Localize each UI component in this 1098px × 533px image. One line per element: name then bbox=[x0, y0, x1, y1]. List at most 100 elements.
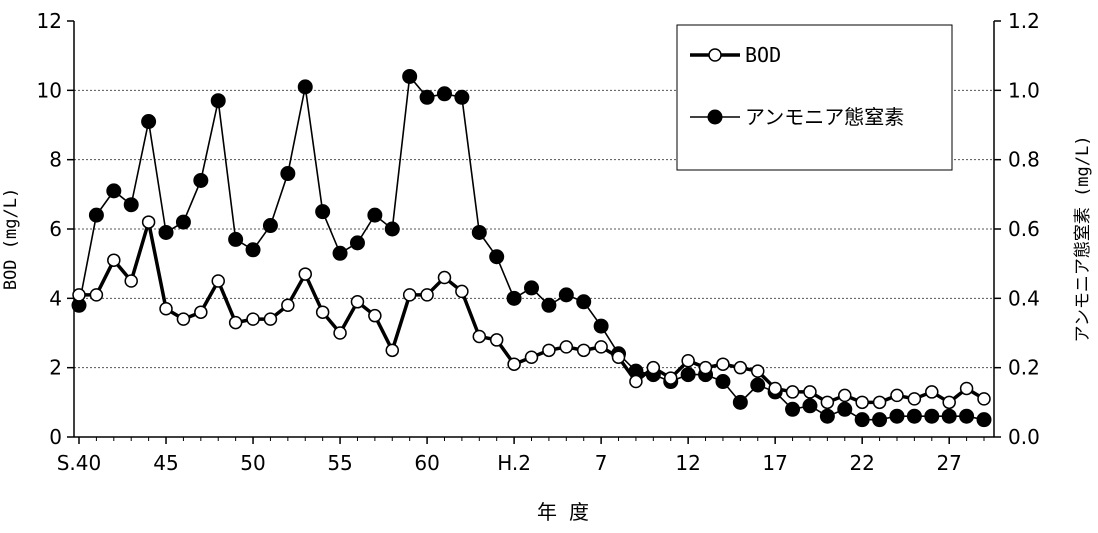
bod-point bbox=[368, 308, 382, 323]
bod-point bbox=[855, 395, 869, 410]
ammonia-point bbox=[471, 224, 487, 240]
y-right-tick-label: 0.6 bbox=[1008, 217, 1040, 241]
bod-point bbox=[698, 360, 713, 375]
x-tick-label: 7 bbox=[595, 451, 608, 475]
x-tick-label: 45 bbox=[153, 451, 178, 475]
bod-point bbox=[629, 374, 643, 389]
ammonia-point bbox=[106, 183, 122, 199]
bod-point bbox=[315, 305, 330, 319]
bod-point bbox=[559, 340, 574, 354]
x-tick-label: 22 bbox=[849, 451, 874, 475]
bod-point bbox=[681, 353, 695, 368]
bod-point bbox=[838, 388, 852, 403]
bod-point bbox=[72, 288, 86, 302]
legend-ammonia-marker bbox=[707, 109, 723, 125]
bod-point bbox=[507, 357, 521, 371]
ammonia-point bbox=[976, 412, 992, 428]
ammonia-point bbox=[750, 377, 766, 393]
x-tick-label: H.2 bbox=[497, 451, 531, 475]
ammonia-point bbox=[959, 408, 975, 424]
bod-point bbox=[611, 350, 626, 365]
y-left-tick-label: 10 bbox=[37, 78, 62, 102]
ammonia-point bbox=[280, 166, 296, 182]
bod-point bbox=[785, 385, 800, 399]
ticks: 0 0.0 2 0.2 4 0.4 6 0.6 8 0.8 10 1.0 12 1.2 S.40 45 50 55… bbox=[37, 9, 1040, 475]
ammonia-point bbox=[175, 214, 191, 230]
ammonia-point bbox=[245, 242, 261, 258]
bod-point bbox=[350, 295, 365, 309]
bod-point bbox=[594, 340, 608, 354]
ammonia-point bbox=[489, 249, 505, 265]
legend-ammonia-label: アンモニア態窒素 bbox=[745, 105, 904, 129]
bod-point bbox=[472, 329, 487, 344]
ammonia-point bbox=[872, 412, 888, 428]
ammonia-point bbox=[367, 207, 383, 223]
bod-point bbox=[298, 267, 312, 281]
bod-point bbox=[942, 395, 956, 410]
y-left-tick-label: 4 bbox=[49, 286, 62, 310]
ammonia-point bbox=[436, 86, 452, 102]
bod-point bbox=[402, 288, 417, 302]
bod-point bbox=[107, 253, 121, 267]
ammonia-point bbox=[402, 68, 418, 84]
y-left-tick-label: 12 bbox=[37, 9, 62, 33]
bod-point bbox=[281, 298, 295, 313]
bod-point bbox=[141, 215, 156, 229]
ammonia-point bbox=[141, 114, 157, 130]
legend: BOD アンモニア態窒素 bbox=[676, 24, 953, 171]
ammonia-point bbox=[193, 172, 209, 188]
bod-point bbox=[576, 343, 591, 358]
x-tick-label: 27 bbox=[936, 451, 961, 475]
x-tick-label: 55 bbox=[327, 451, 352, 475]
x-tick-label: S.40 bbox=[57, 451, 102, 475]
ammonia-point bbox=[715, 374, 731, 390]
ammonia-point bbox=[210, 93, 226, 109]
ammonia-point bbox=[819, 408, 835, 424]
ammonia-point bbox=[297, 79, 313, 95]
ammonia-point bbox=[732, 394, 748, 410]
legend-bod-label: BOD bbox=[745, 43, 781, 67]
y-left-tick-label: 8 bbox=[49, 148, 62, 172]
bod-point bbox=[663, 371, 678, 385]
bod-point bbox=[333, 326, 347, 340]
bod-point bbox=[977, 392, 991, 406]
ammonia-point bbox=[419, 89, 435, 105]
bod-point bbox=[246, 312, 260, 326]
bod-point bbox=[420, 288, 434, 302]
bod-point bbox=[751, 364, 765, 378]
ammonia-point bbox=[924, 408, 940, 424]
bod-point bbox=[228, 315, 243, 330]
bod-point bbox=[124, 274, 138, 288]
bod-point bbox=[890, 388, 904, 403]
ammonia-point bbox=[680, 367, 696, 383]
y-right-tick-label: 1.0 bbox=[1008, 78, 1040, 102]
ammonia-point bbox=[558, 287, 574, 303]
bod-point bbox=[263, 312, 278, 326]
y-right-tick-label: 0.8 bbox=[1008, 148, 1040, 172]
bod-point bbox=[907, 392, 922, 406]
bod-point bbox=[872, 395, 887, 410]
ammonia-point bbox=[785, 401, 801, 417]
ammonia-point bbox=[906, 408, 922, 424]
y-right-tick-label: 0.0 bbox=[1008, 425, 1040, 449]
ammonia-point bbox=[889, 408, 905, 424]
bod-point bbox=[194, 305, 208, 319]
x-tick-label: 12 bbox=[675, 451, 700, 475]
bod-point bbox=[489, 333, 504, 347]
ammonia-point bbox=[88, 207, 104, 223]
y-right-tick-label: 1.2 bbox=[1008, 9, 1040, 33]
y-right-tick-label: 0.2 bbox=[1008, 356, 1040, 380]
series bbox=[71, 68, 992, 428]
legend-box bbox=[676, 24, 953, 171]
bod-point bbox=[542, 343, 556, 358]
ammonia-point bbox=[941, 408, 957, 424]
y-left-tick-label: 6 bbox=[49, 217, 62, 241]
bod-point bbox=[524, 350, 539, 365]
bod-point bbox=[159, 301, 173, 316]
bod-point bbox=[89, 288, 104, 302]
y-axis-left-title: BOD (mg/L) bbox=[1, 188, 21, 290]
ammonia-point bbox=[854, 412, 870, 428]
x-tick-label: 50 bbox=[240, 451, 265, 475]
